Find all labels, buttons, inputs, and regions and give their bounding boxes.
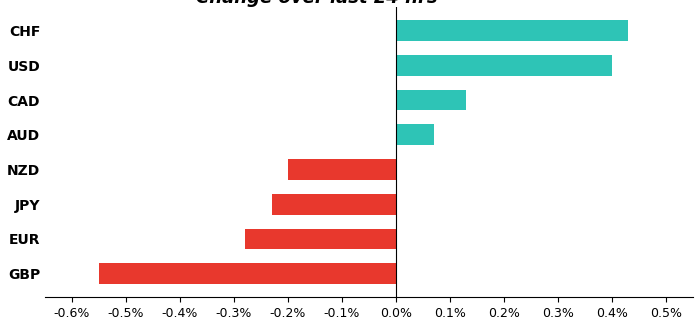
- Bar: [272, 194, 396, 215]
- Bar: [99, 263, 396, 284]
- Bar: [396, 20, 629, 41]
- Bar: [396, 55, 612, 76]
- Bar: [396, 124, 434, 145]
- Bar: [396, 90, 466, 111]
- Bar: [245, 229, 396, 250]
- Bar: [288, 159, 396, 180]
- Text: Change over last 24 hrs: Change over last 24 hrs: [197, 0, 438, 7]
